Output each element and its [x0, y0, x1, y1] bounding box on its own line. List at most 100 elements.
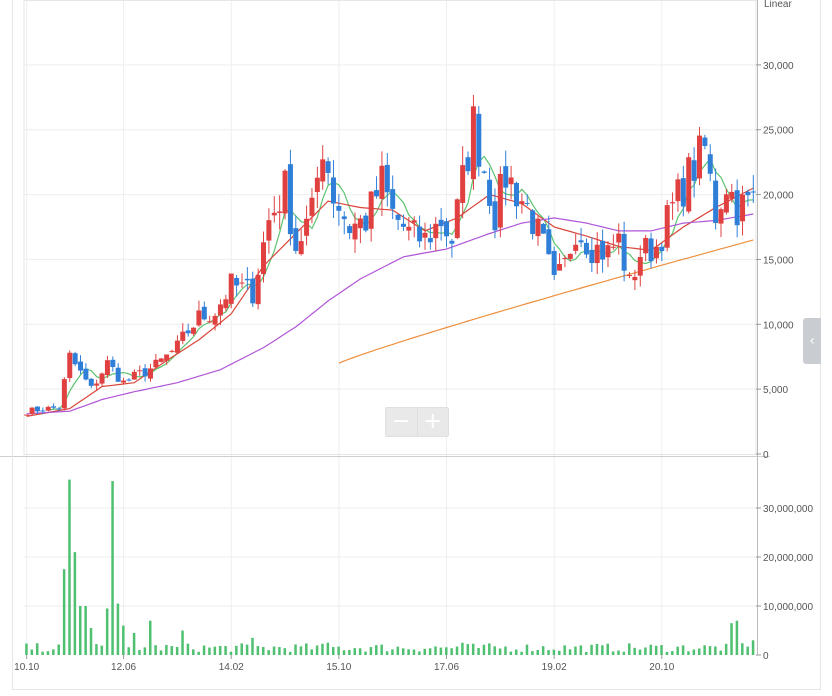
candle-body: [497, 173, 503, 228]
volume-bar: [224, 646, 227, 655]
date-tick-label: 20.10: [649, 662, 674, 673]
candle-body: [347, 226, 353, 234]
candle-body: [551, 250, 557, 275]
volume-bar: [105, 608, 109, 655]
volume-bar: [235, 645, 238, 655]
volume-bar: [514, 649, 518, 655]
candle-body: [250, 278, 256, 304]
volume-bar: [719, 650, 723, 655]
candle-body: [121, 380, 127, 383]
candle-body: [341, 216, 347, 220]
candle-body: [330, 177, 336, 204]
volume-bar: [536, 649, 540, 655]
candle-body: [621, 233, 627, 271]
candle-body: [600, 240, 606, 260]
candle-body: [422, 232, 428, 238]
volume-bar: [68, 479, 71, 655]
candle-body: [325, 161, 331, 173]
candle-body: [562, 258, 568, 260]
candle-body: [67, 352, 73, 379]
volume-bar: [558, 650, 561, 655]
volume-bar: [407, 649, 410, 655]
candle-body: [72, 353, 78, 365]
volume-bar: [638, 649, 642, 655]
volume-bar: [100, 645, 104, 655]
candle-body: [217, 304, 223, 316]
candle-body: [88, 378, 94, 386]
volume-bar: [89, 628, 93, 655]
volume-bar: [159, 650, 163, 655]
candle-body: [83, 368, 89, 380]
price-tick-label: 0: [763, 450, 769, 461]
candle-body: [460, 165, 466, 203]
candle-body: [481, 171, 487, 173]
volume-bar: [687, 651, 690, 655]
volume-bar: [111, 481, 114, 655]
volume-bar: [380, 644, 383, 655]
scale-mode-label[interactable]: Linear: [764, 0, 792, 10]
candle-body: [191, 327, 197, 334]
candle-body: [718, 209, 724, 224]
volume-bar: [358, 648, 362, 655]
volume-bar: [493, 646, 496, 655]
volume-bar: [579, 645, 583, 655]
volume-bar: [369, 647, 373, 655]
candle-body: [390, 189, 396, 209]
volume-bar: [213, 646, 217, 655]
volume-bar: [665, 651, 669, 655]
candle-body: [174, 340, 180, 353]
side-panel-toggle-button[interactable]: ‹: [803, 318, 821, 364]
candle-body: [546, 229, 552, 255]
candle-body: [406, 226, 412, 231]
volume-bar: [477, 647, 480, 655]
zoom-controls: − +: [385, 407, 449, 437]
candle-body: [664, 205, 670, 248]
candle-body: [583, 242, 589, 255]
candle-body: [670, 202, 676, 204]
candle-body: [212, 315, 218, 325]
volume-bar: [337, 646, 340, 655]
candle-body: [492, 201, 498, 231]
volume-bar: [584, 651, 588, 655]
candle-body: [368, 191, 374, 229]
volume-bar: [364, 651, 367, 655]
date-tick-label: 10.10: [14, 662, 39, 673]
volume-bar: [256, 646, 260, 655]
price-tick-label: 20,000: [763, 191, 794, 202]
volume-bar: [52, 649, 55, 655]
candle-body: [503, 166, 509, 188]
volume-bar: [595, 644, 599, 655]
candle-body: [51, 406, 57, 408]
volume-bar: [617, 650, 620, 655]
zoom-out-button[interactable]: −: [386, 408, 418, 436]
candle-body: [40, 410, 46, 412]
ma120-line: [338, 239, 754, 364]
volume-bar: [315, 645, 319, 655]
candle-body: [454, 199, 460, 238]
candle-body: [374, 190, 380, 197]
candle-body: [627, 275, 633, 277]
price-tick-label: 15,000: [763, 255, 794, 266]
candle-body: [228, 273, 234, 304]
price-panel-frame: [23, 0, 757, 455]
candle-body: [438, 219, 444, 227]
volume-bar: [428, 648, 432, 655]
candle-body: [201, 306, 207, 320]
candle-body: [239, 282, 245, 284]
volume-bar: [353, 648, 357, 655]
candle-body: [675, 179, 681, 202]
volume-bar: [541, 646, 545, 655]
volume-bar: [509, 651, 513, 655]
volume-bar: [751, 640, 755, 655]
volume-bar: [531, 651, 534, 655]
candle-body: [126, 379, 132, 381]
candle-body: [99, 373, 105, 384]
volume-bar: [148, 620, 152, 655]
volume-bar: [175, 646, 179, 655]
volume-bar: [697, 648, 701, 655]
price-tick-label: 5,000: [763, 385, 788, 396]
candle-body: [653, 246, 659, 259]
price-tick-label: 25,000: [763, 126, 794, 137]
zoom-in-button[interactable]: +: [423, 409, 442, 434]
candle-body: [573, 244, 579, 251]
